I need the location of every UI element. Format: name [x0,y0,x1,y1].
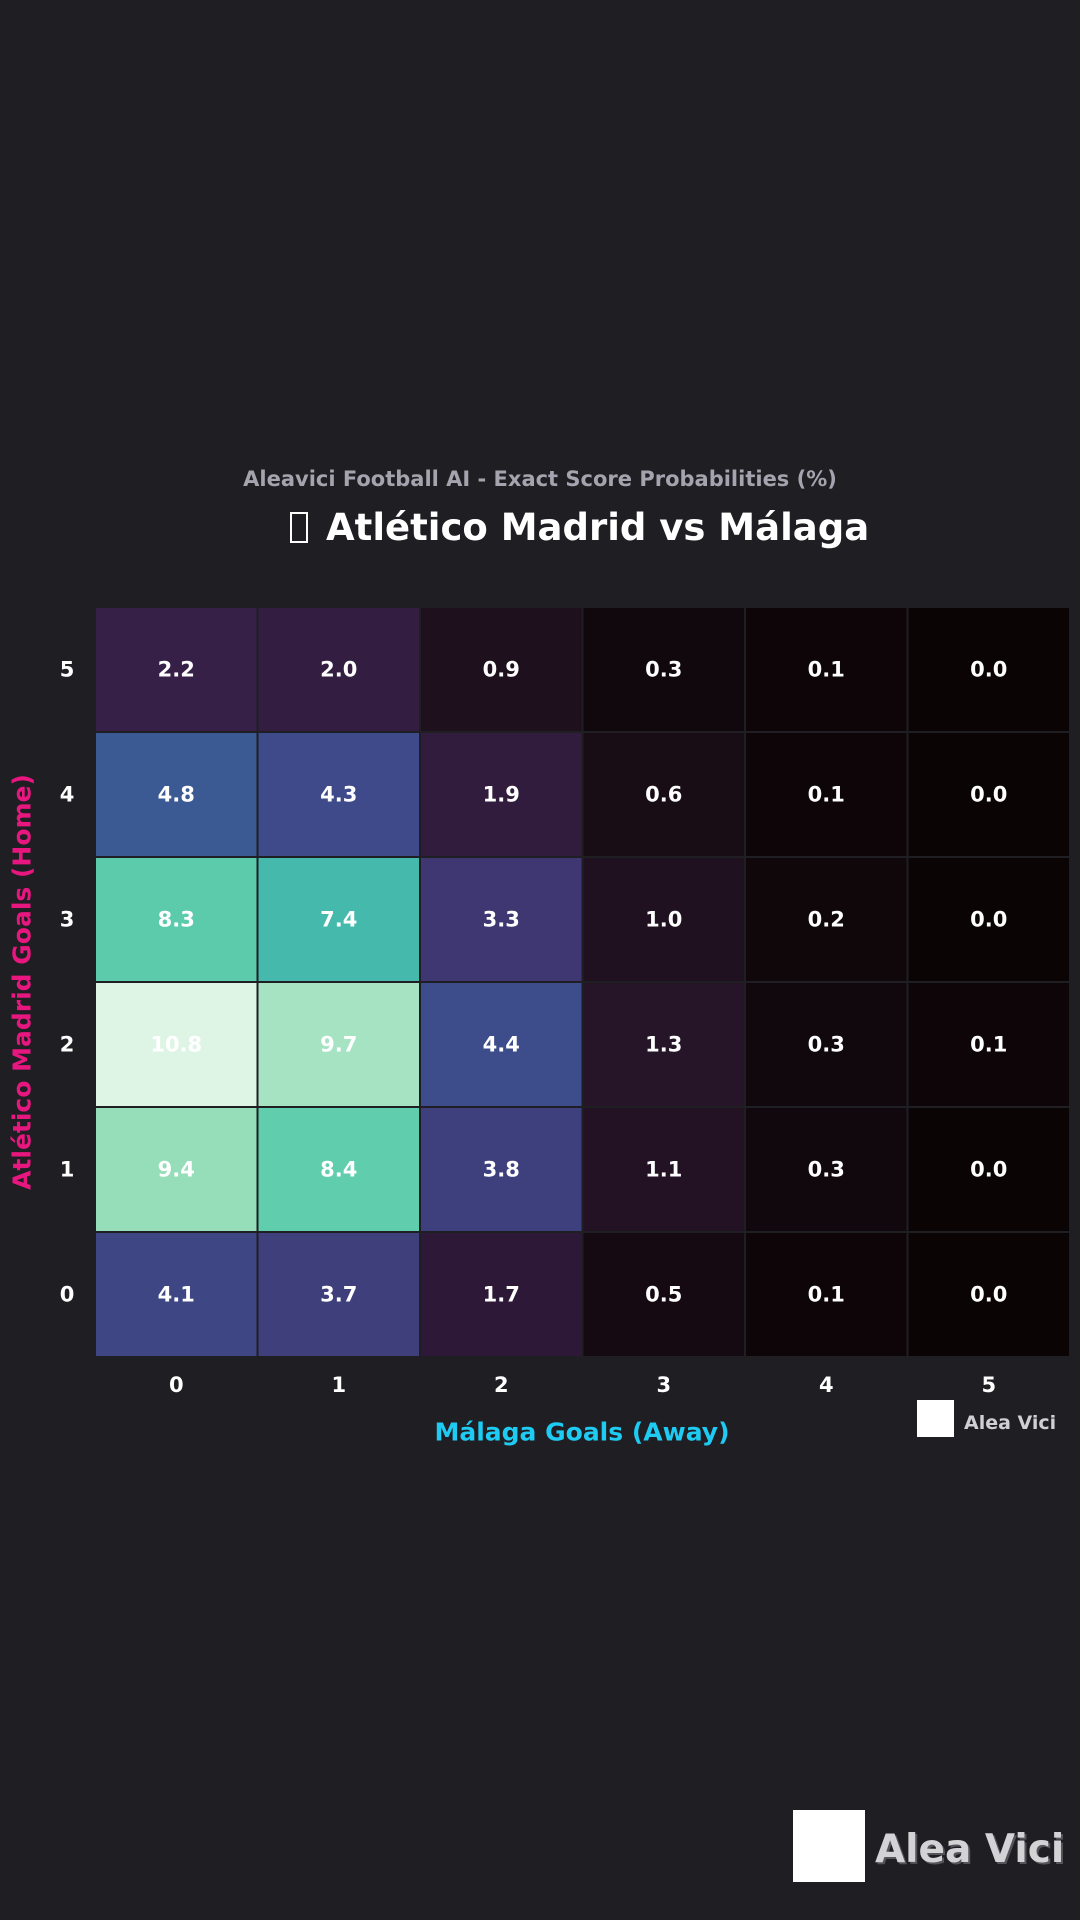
heatmap-cell [583,858,744,981]
heatmap-cell-label: 0.2 [808,908,845,932]
heatmap-cell-label: 0.0 [970,783,1007,807]
heatmap-cell-label: 4.1 [158,1283,195,1307]
heatmap-cell [746,1108,907,1231]
heatmap-cell-label: 7.4 [320,908,357,932]
heatmap-cell-label: 0.1 [808,658,845,682]
y-axis-label: Atlético Madrid Goals (Home) [7,774,37,1190]
heatmap-cell [908,608,1069,731]
x-tick-label: 1 [331,1373,346,1397]
heatmap-cell [583,1108,744,1231]
heatmap-cell-label: 0.3 [808,1033,845,1057]
heatmap-cell-label: 4.4 [483,1033,520,1057]
heatmap-cell [583,608,744,731]
heatmap-cell [258,733,419,856]
heatmap-cell [96,983,257,1106]
heatmap-cell-label: 9.4 [158,1158,195,1182]
brand-label-large: Alea Vici [875,1827,1065,1872]
chart-title-text: Atlético Madrid vs Málaga [326,506,870,549]
heatmap-cell [421,733,582,856]
heatmap-cell-label: 0.1 [808,783,845,807]
y-tick-label: 0 [60,1283,75,1307]
heatmap-cell-label: 0.1 [970,1033,1007,1057]
heatmap-cell-label: 8.4 [320,1158,357,1182]
heatmap-cell [908,1233,1069,1356]
heatmap-cell [583,1233,744,1356]
heatmap-cell [908,983,1069,1106]
heatmap-cell [96,608,257,731]
heatmap-cell-label: 1.9 [483,783,520,807]
heatmap-cell-label: 0.0 [970,1158,1007,1182]
heatmap-cell-label: 10.8 [150,1033,202,1057]
heatmap-cell-label: 2.2 [158,658,195,682]
heatmap-cell-label: 9.7 [320,1033,357,1057]
heatmap-cell [421,858,582,981]
x-axis-label: Málaga Goals (Away) [434,1417,730,1447]
heatmap-cell-label: 1.1 [645,1158,682,1182]
heatmap-cell [583,983,744,1106]
heatmap-cell [746,983,907,1106]
heatmap-cell [421,1233,582,1356]
heatmap-cell [96,1108,257,1231]
chart-subtitle: Aleavici Football AI - Exact Score Proba… [243,467,837,491]
heatmap-cell-label: 0.0 [970,908,1007,932]
heatmap-cell [908,1108,1069,1231]
heatmap-cell-label: 2.0 [320,658,357,682]
heatmap-plot-area [95,607,1070,1357]
heatmap-cell [258,858,419,981]
heatmap-cell [908,858,1069,981]
heatmap-cell-label: 3.7 [320,1283,357,1307]
brand-label-small: Alea Vici [964,1412,1057,1434]
brand-logo-large [793,1810,865,1882]
heatmap-cell-label: 0.5 [645,1283,682,1307]
heatmap-cell [258,1108,419,1231]
heatmap-cell [96,733,257,856]
heatmap-cell-label: 8.3 [158,908,195,932]
x-tick-label: 2 [494,1373,509,1397]
y-tick-label: 4 [60,783,75,807]
heatmap-cell [583,733,744,856]
heatmap-cell [746,608,907,731]
heatmap-cell-label: 0.3 [808,1158,845,1182]
heatmap-cell [96,1233,257,1356]
heatmap-cell-label: 0.0 [970,1283,1007,1307]
heatmap-cell-label: 0.0 [970,658,1007,682]
heatmap-cell-label: 0.6 [645,783,682,807]
heatmap-cell [908,733,1069,856]
heatmap-cell-label: 3.3 [483,908,520,932]
heatmap-cell [258,608,419,731]
heatmap-cell-label: 0.1 [808,1283,845,1307]
y-tick-label: 3 [60,908,75,932]
heatmap-cell-label: 0.9 [483,658,520,682]
x-tick-label: 5 [981,1373,996,1397]
heatmap-cell [746,858,907,981]
y-tick-label: 5 [60,658,75,682]
y-tick-label: 1 [60,1158,75,1182]
x-tick-label: 4 [819,1373,834,1397]
heatmap-cell [258,983,419,1106]
heatmap-cell-label: 1.7 [483,1283,520,1307]
chart-title: Atlético Madrid vs Málaga [290,506,869,549]
missing-glyph-icon [290,512,308,543]
heatmap-cell [421,608,582,731]
heatmap-cell-label: 4.3 [320,783,357,807]
x-tick-label: 3 [656,1373,671,1397]
heatmap-cell [96,858,257,981]
heatmap-cell-label: 4.8 [158,783,195,807]
heatmap-cell-label: 0.3 [645,658,682,682]
x-tick-label: 0 [169,1373,184,1397]
heatmap-cell-label: 1.3 [645,1033,682,1057]
heatmap-cell [258,1233,419,1356]
heatmap-cell [421,983,582,1106]
heatmap-cell-label: 3.8 [483,1158,520,1182]
heatmap-cell [421,1108,582,1231]
heatmap-cell-label: 1.0 [645,908,682,932]
y-tick-label: 2 [60,1033,75,1057]
heatmap-cell [746,1233,907,1356]
heatmap-cell [746,733,907,856]
brand-logo-small [917,1400,954,1437]
